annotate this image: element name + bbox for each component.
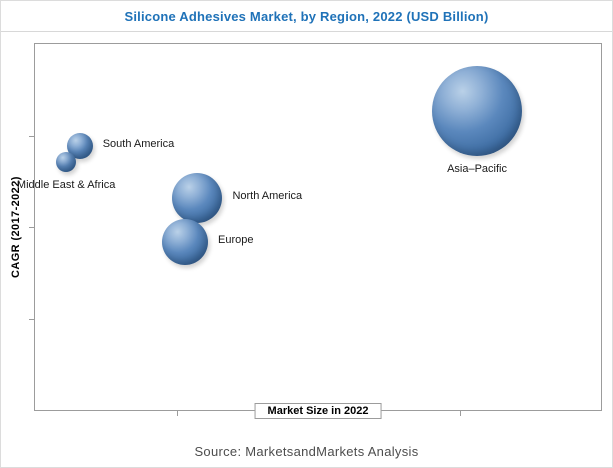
bubble-label-europe: Europe (217, 234, 254, 246)
title-divider (1, 31, 612, 32)
y-axis-tick (29, 318, 34, 320)
bubble-asia-pacific (432, 65, 523, 156)
chart-title: Silicone Adhesives Market, by Region, 20… (124, 9, 489, 24)
bubble-label-south-america: South America (102, 138, 175, 151)
x-axis-title: Market Size in 2022 (254, 403, 382, 419)
bubble-north-america (172, 173, 223, 224)
y-axis-tick (29, 135, 34, 137)
bubble-label-middle-east-africa: Middle East & Africa (16, 179, 116, 192)
x-axis-tick (176, 411, 178, 416)
source-note: Source: MarketsandMarkets Analysis (194, 444, 419, 459)
y-axis-tick (29, 227, 34, 228)
x-axis-tick (459, 411, 461, 416)
bubble-label-north-america: North America (232, 190, 303, 203)
bubble-europe (161, 219, 208, 265)
bubble-label-asia-pacific: Asia–Pacific (447, 162, 507, 175)
plot-area: Asia–Pacific South America Middle East & A… (17, 43, 602, 416)
bubble-middle-east-africa (56, 152, 77, 173)
y-axis-title: CAGR (2017-2022) (10, 176, 22, 278)
